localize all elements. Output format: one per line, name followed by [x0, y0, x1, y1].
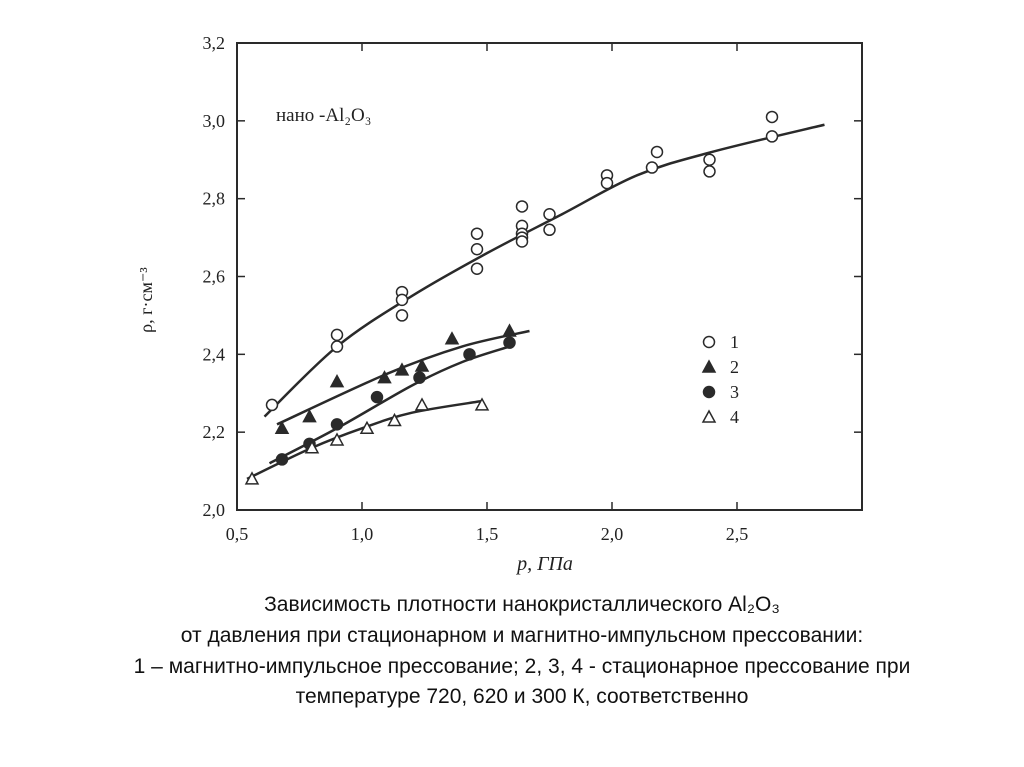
point: [650, 145, 664, 159]
point: [503, 336, 516, 349]
point: [329, 432, 345, 446]
legend-label: 3: [730, 382, 739, 402]
y-tick-label: 2,8: [203, 189, 226, 209]
point: [330, 418, 344, 431]
point: [645, 161, 659, 174]
point: [703, 165, 716, 178]
y-tick-label: 2,6: [203, 267, 226, 287]
x-tick-label: 1,0: [351, 524, 374, 544]
point: [470, 262, 484, 275]
y-tick-label: 3,2: [203, 33, 226, 53]
legend-label: 4: [730, 407, 739, 427]
fit-curve: [246, 399, 483, 480]
caption-line: 1 – магнитно-импульсное прессование; 2, …: [134, 655, 911, 678]
caption-line: от давления при стационарном и магнитно-…: [181, 624, 863, 647]
x-tick-label: 1,5: [476, 524, 499, 544]
point: [600, 176, 614, 190]
y-tick-label: 3,0: [203, 111, 226, 131]
legend-marker: [702, 335, 716, 349]
x-tick-label: 2,5: [726, 524, 749, 544]
point: [274, 420, 290, 435]
y-axis-label: ρ, г·см⁻³: [136, 267, 156, 333]
legend-marker: [701, 359, 717, 373]
x-tick-label: 2,0: [601, 524, 624, 544]
point: [515, 235, 529, 248]
point: [543, 207, 556, 221]
point: [377, 370, 392, 384]
point: [765, 110, 779, 124]
point: [302, 409, 317, 423]
point: [515, 200, 529, 213]
point: [359, 420, 375, 435]
point: [395, 293, 409, 307]
legend-marker: [701, 409, 717, 423]
point: [387, 412, 402, 427]
point: [470, 243, 484, 256]
x-tick-label: 0,5: [226, 524, 249, 544]
y-tick-label: 2,2: [203, 422, 226, 442]
point: [414, 358, 430, 372]
point: [413, 371, 426, 384]
fit-curve: [276, 329, 530, 426]
point: [244, 471, 260, 485]
legend-label: 2: [730, 357, 739, 377]
x-axis-label: p, ГПа: [515, 553, 573, 575]
point: [414, 397, 430, 411]
point: [395, 309, 409, 322]
y-tick-label: 2,0: [203, 500, 226, 520]
point: [330, 328, 344, 342]
point: [444, 331, 460, 345]
point: [765, 130, 779, 143]
annotation: нано -Al₂O₃: [276, 105, 371, 126]
legend-label: 1: [730, 332, 739, 352]
point: [370, 390, 384, 404]
point: [265, 398, 279, 412]
point: [463, 348, 476, 361]
point: [474, 397, 490, 411]
y-tick-label: 2,4: [203, 344, 226, 364]
point: [394, 362, 410, 376]
point: [470, 227, 484, 240]
point: [304, 440, 320, 454]
legend-marker: [702, 385, 716, 399]
point: [543, 223, 556, 237]
caption-line: температуре 720, 620 и 300 К, соответств…: [296, 685, 749, 708]
point: [329, 374, 345, 388]
point: [502, 323, 517, 337]
caption-line: Зависимость плотности нанокристаллическо…: [264, 593, 780, 616]
point: [330, 340, 344, 353]
point: [703, 153, 716, 166]
